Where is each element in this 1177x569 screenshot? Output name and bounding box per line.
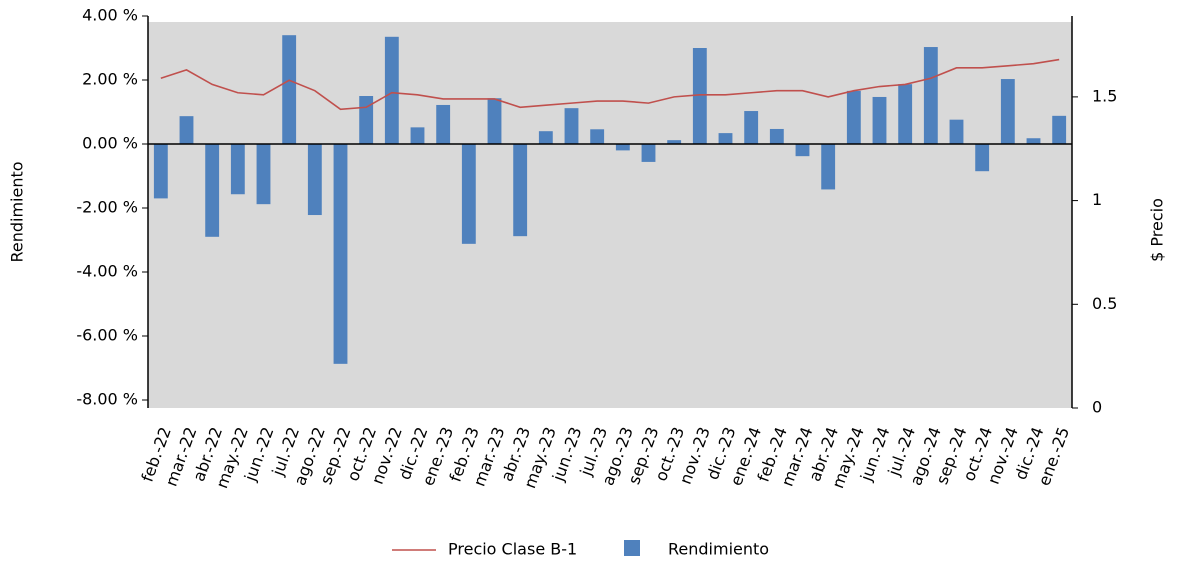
y2-tick-label: 0 xyxy=(1092,398,1102,417)
bar xyxy=(153,144,168,199)
bar xyxy=(307,144,322,216)
bar xyxy=(179,116,194,144)
bar xyxy=(898,84,913,144)
bar xyxy=(410,127,425,144)
bar xyxy=(461,144,476,244)
legend-label: Rendimiento xyxy=(668,540,769,559)
bar xyxy=(590,129,605,144)
bar xyxy=(1052,115,1067,144)
bar xyxy=(769,128,784,144)
bar xyxy=(487,98,502,144)
y-axis-label: Rendimiento xyxy=(8,161,27,262)
legend-label: Precio Clase B-1 xyxy=(448,540,577,559)
bar xyxy=(333,144,348,364)
bar xyxy=(949,119,964,144)
bar xyxy=(872,96,887,144)
bar xyxy=(718,133,733,144)
y-tick-label: 0.00 % xyxy=(82,134,138,153)
bar xyxy=(205,144,220,237)
y2-tick-label: 1.5 xyxy=(1092,86,1117,105)
y2-tick-label: 0.5 xyxy=(1092,294,1117,313)
bar xyxy=(384,36,399,144)
bar xyxy=(436,104,451,144)
bar xyxy=(641,144,656,162)
bar xyxy=(230,144,245,195)
bar xyxy=(1000,79,1015,144)
bar xyxy=(538,131,553,144)
legend-swatch xyxy=(624,540,640,556)
bar xyxy=(975,144,990,172)
bar xyxy=(256,144,271,205)
y2-tick-label: 1 xyxy=(1092,190,1102,209)
y-tick-label: 4.00 % xyxy=(82,6,138,25)
bar xyxy=(821,144,836,190)
bar xyxy=(564,108,579,144)
bar xyxy=(692,48,707,144)
bar xyxy=(667,140,682,144)
bar xyxy=(1026,138,1041,144)
bar xyxy=(846,90,861,144)
y-tick-label: -2.00 % xyxy=(76,198,138,217)
y-tick-label: -6.00 % xyxy=(76,326,138,345)
y-tick-label: 2.00 % xyxy=(82,70,138,89)
bar xyxy=(615,144,630,151)
price-line xyxy=(160,58,1060,111)
bar xyxy=(282,35,297,145)
bar xyxy=(744,111,759,144)
bar xyxy=(923,47,938,144)
bar xyxy=(513,144,528,237)
y-tick-label: -8.00 % xyxy=(76,390,138,409)
bar xyxy=(359,96,374,144)
y-tick-label: -4.00 % xyxy=(76,262,138,281)
y2-axis-label: $ Precio xyxy=(1148,198,1167,262)
bar xyxy=(795,144,810,157)
